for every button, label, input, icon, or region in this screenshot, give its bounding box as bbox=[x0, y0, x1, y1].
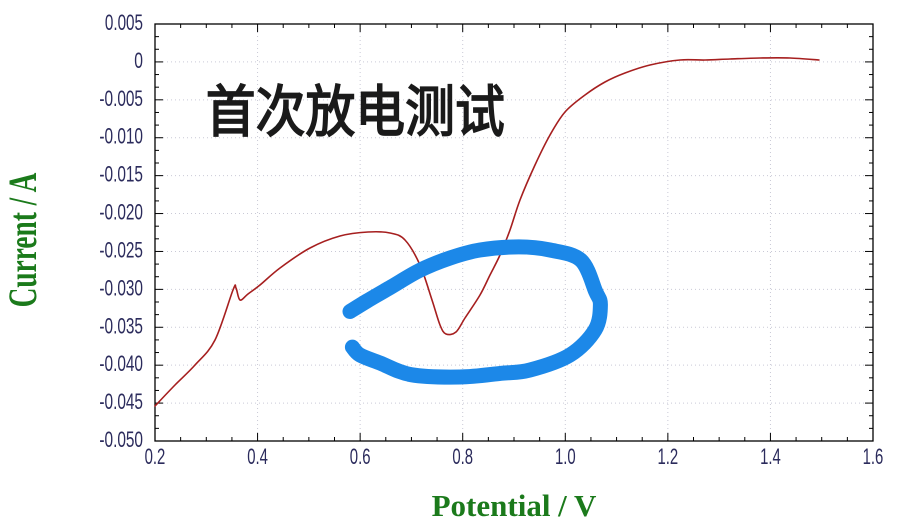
svg-text:-0.035: -0.035 bbox=[99, 313, 143, 338]
svg-text:-0.040: -0.040 bbox=[99, 351, 143, 376]
svg-text:Current / A: Current / A bbox=[0, 173, 45, 308]
svg-text:-0.025: -0.025 bbox=[99, 237, 143, 262]
svg-text:-0.020: -0.020 bbox=[99, 200, 143, 225]
svg-text:0.8: 0.8 bbox=[452, 444, 473, 469]
svg-text:0.6: 0.6 bbox=[350, 444, 371, 469]
svg-text:-0.045: -0.045 bbox=[99, 389, 143, 414]
svg-text:0: 0 bbox=[134, 48, 143, 73]
svg-text:-0.015: -0.015 bbox=[99, 162, 143, 187]
svg-text:1.2: 1.2 bbox=[658, 444, 679, 469]
svg-text:1.6: 1.6 bbox=[863, 444, 884, 469]
svg-text:1.4: 1.4 bbox=[760, 444, 781, 469]
svg-text:-0.050: -0.050 bbox=[99, 427, 143, 452]
svg-text:-0.005: -0.005 bbox=[99, 86, 143, 111]
svg-text:0.005: 0.005 bbox=[105, 10, 143, 35]
svg-text:Potential / V: Potential / V bbox=[432, 488, 597, 523]
svg-text:-0.030: -0.030 bbox=[99, 275, 143, 300]
svg-text:0.2: 0.2 bbox=[145, 444, 166, 469]
svg-text:1.0: 1.0 bbox=[555, 444, 576, 469]
svg-text:0.4: 0.4 bbox=[247, 444, 268, 469]
svg-text:首次放电测试: 首次放电测试 bbox=[206, 80, 505, 143]
svg-text:-0.010: -0.010 bbox=[99, 124, 143, 149]
